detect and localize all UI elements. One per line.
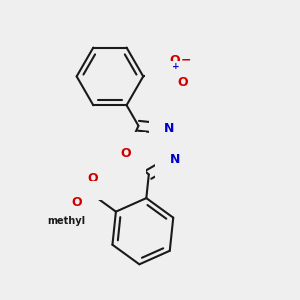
Text: −: − (181, 53, 191, 66)
Text: methyl: methyl (47, 216, 86, 226)
Text: O: O (121, 147, 131, 161)
Text: N: N (164, 122, 174, 136)
Text: O: O (169, 54, 180, 67)
Text: O: O (178, 76, 188, 89)
Text: N: N (160, 70, 171, 83)
Text: +: + (172, 62, 180, 71)
Text: O: O (88, 172, 98, 185)
Text: O: O (71, 196, 82, 209)
Text: N: N (170, 153, 181, 166)
